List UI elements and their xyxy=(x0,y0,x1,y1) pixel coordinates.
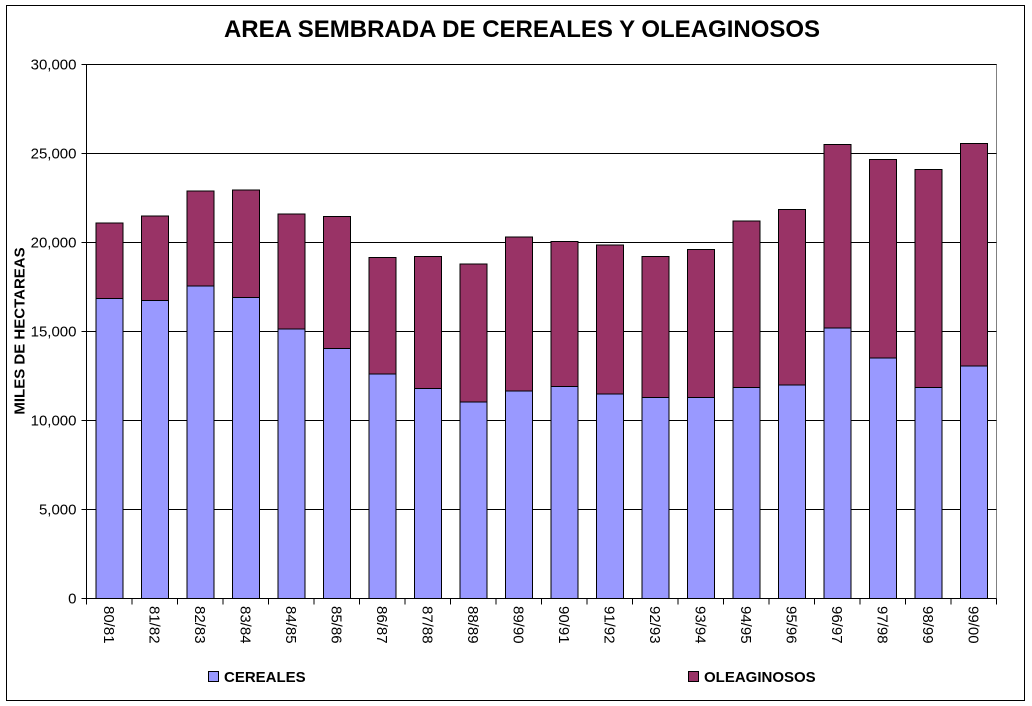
bar-oleaginosos xyxy=(231,189,260,299)
bar-cereales xyxy=(595,393,624,599)
bar-oleaginosos xyxy=(368,257,397,375)
bar-cereales xyxy=(95,298,124,599)
bar-oleaginosos xyxy=(277,213,306,330)
x-tick-label: 84/85 xyxy=(282,606,299,644)
bar-cereales xyxy=(140,299,169,599)
bar-cereales xyxy=(823,327,852,599)
y-tick-label: 30,000 xyxy=(31,57,77,74)
x-tick-label: 97/98 xyxy=(874,606,891,644)
x-tick-label: 88/89 xyxy=(464,606,481,644)
x-tick-label: 91/92 xyxy=(601,606,618,644)
x-axis: 80/81 81/82 82/83 83/84 84/85 85/86 86/87 87/88… xyxy=(86,598,997,644)
x-tick-label: 81/82 xyxy=(146,606,163,644)
bar-oleaginosos xyxy=(686,249,715,398)
bars xyxy=(95,143,988,600)
bar-cereales xyxy=(368,373,397,599)
bar-cereales xyxy=(231,297,260,599)
bar-oleaginosos xyxy=(641,256,670,398)
bar-cereales xyxy=(186,285,215,599)
legend-item-oleaginosos: OLEAGINOSOS xyxy=(688,669,816,686)
x-tick-label: 98/99 xyxy=(919,606,936,644)
x-tick-label: 82/83 xyxy=(191,606,208,644)
x-tick-label: 94/95 xyxy=(737,606,754,644)
bar-oleaginosos xyxy=(140,215,169,301)
y-tick-label: 5,000 xyxy=(39,502,77,519)
x-tick-label: 93/94 xyxy=(692,606,709,644)
legend-swatch-oleaginosos xyxy=(688,671,699,682)
bar-oleaginosos xyxy=(914,169,943,389)
bar-oleaginosos xyxy=(550,241,579,388)
bar-oleaginosos xyxy=(413,256,442,389)
bar-oleaginosos xyxy=(777,209,806,386)
chart-title: AREA SEMBRADA DE CEREALES Y OLEAGINOSOS xyxy=(224,16,820,43)
x-tick-label: 90/91 xyxy=(555,606,572,644)
y-tick-label: 10,000 xyxy=(31,413,77,430)
bar-cereales xyxy=(959,365,988,599)
bar-oleaginosos xyxy=(868,159,897,359)
bar-oleaginosos xyxy=(186,190,215,287)
x-tick-label: 86/87 xyxy=(373,606,390,644)
x-tick-label: 83/84 xyxy=(237,606,254,644)
x-tick-label: 89/90 xyxy=(510,606,527,644)
bar-cereales xyxy=(641,396,670,599)
bar-cereales xyxy=(322,347,351,599)
y-tick-label: 20,000 xyxy=(31,235,77,252)
bar-oleaginosos xyxy=(732,220,761,389)
bar-oleaginosos xyxy=(959,143,988,367)
legend-swatch-cereales xyxy=(208,671,219,682)
y-axis-title: MILES DE HECTAREAS xyxy=(11,247,28,414)
y-axis: 0 5,000 10,000 15,000 20,000 25,000 30,000 xyxy=(31,57,87,608)
bar-cereales xyxy=(459,401,488,599)
legend-label-cereales: CEREALES xyxy=(224,669,306,686)
bar-cereales xyxy=(732,387,761,599)
y-tick-label: 15,000 xyxy=(31,324,77,341)
bar-cereales xyxy=(413,387,442,599)
x-tick-label: 95/96 xyxy=(783,606,800,644)
bar-oleaginosos xyxy=(504,236,533,392)
y-tick-label: 25,000 xyxy=(31,146,77,163)
x-tick-label: 80/81 xyxy=(100,606,117,644)
bar-cereales xyxy=(504,390,533,599)
bar-oleaginosos xyxy=(595,244,624,395)
legend: CEREALES OLEAGINOSOS xyxy=(208,669,816,686)
legend-label-oleaginosos: OLEAGINOSOS xyxy=(704,669,816,686)
legend-item-cereales: CEREALES xyxy=(208,669,306,686)
bar-cereales xyxy=(686,396,715,599)
x-tick-label: 87/88 xyxy=(419,606,436,644)
y-tick-label: 0 xyxy=(68,591,76,608)
bar-oleaginosos xyxy=(95,222,124,300)
x-tick-label: 85/86 xyxy=(328,606,345,644)
bar-cereales xyxy=(277,328,306,599)
bar-oleaginosos xyxy=(823,144,852,329)
bar-oleaginosos xyxy=(322,216,351,349)
bar-oleaginosos xyxy=(459,263,488,403)
x-tick-label: 96/97 xyxy=(828,606,845,644)
x-tick-label: 92/93 xyxy=(646,606,663,644)
bar-cereales xyxy=(914,387,943,599)
x-tick-label: 99/00 xyxy=(965,606,982,644)
bar-cereales xyxy=(777,384,806,599)
bar-cereales xyxy=(550,386,579,599)
bar-cereales xyxy=(868,357,897,600)
